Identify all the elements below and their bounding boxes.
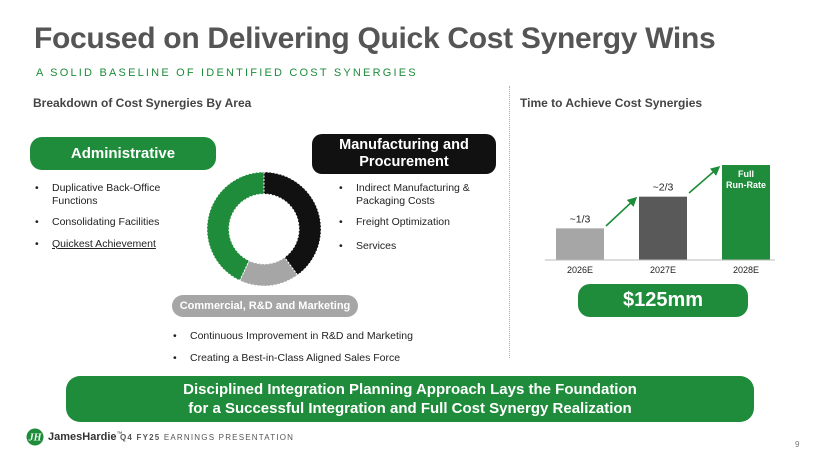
presentation-name: EARNINGS PRESENTATION bbox=[163, 433, 295, 442]
list-item: Services bbox=[334, 240, 494, 253]
time-heading: Time to Achieve Cost Synergies bbox=[520, 96, 703, 110]
x-tick-label: 2026E bbox=[567, 265, 593, 275]
donut-segment bbox=[263, 171, 322, 276]
manufacturing-list: Indirect Manufacturing & Packaging Costs… bbox=[334, 182, 494, 252]
page-number: 9 bbox=[795, 440, 800, 449]
synergy-donut-chart bbox=[206, 171, 322, 287]
commercial-list: Continuous Improvement in R&D and Market… bbox=[168, 330, 468, 364]
banner-line-1: Disciplined Integration Planning Approac… bbox=[183, 381, 637, 398]
logo-text: JamesHardie bbox=[48, 431, 117, 443]
list-item: Continuous Improvement in R&D and Market… bbox=[168, 330, 468, 343]
administrative-list: Duplicative Back-Office Functions Consol… bbox=[30, 182, 190, 250]
bar bbox=[556, 228, 604, 260]
administrative-label: Administrative bbox=[70, 145, 176, 162]
presentation-label: Q4 FY25 EARNINGS PRESENTATION bbox=[120, 433, 294, 442]
bar-value-label: ~1/3 bbox=[570, 213, 591, 225]
presentation-prefix: Q4 FY25 bbox=[120, 433, 161, 442]
company-logo: JH JamesHardie™ bbox=[26, 428, 123, 446]
logo-trademark: ™ bbox=[116, 431, 123, 438]
donut-segment bbox=[206, 171, 265, 282]
commercial-label: Commercial, R&D and Marketing bbox=[179, 300, 351, 312]
jh-logo-icon: JH bbox=[26, 428, 44, 446]
list-item: Quickest Achievement bbox=[30, 238, 190, 251]
x-tick-label: 2028E bbox=[733, 265, 759, 275]
manufacturing-label-line2: Procurement bbox=[359, 154, 449, 170]
bar-value-label: Run-Rate bbox=[726, 180, 766, 190]
list-item: Freight Optimization bbox=[334, 216, 494, 229]
total-synergy-badge: $125mm bbox=[578, 284, 748, 317]
svg-text:JH: JH bbox=[28, 433, 43, 444]
list-item: Creating a Best-in-Class Aligned Sales F… bbox=[168, 352, 468, 365]
list-item: Duplicative Back-Office Functions bbox=[30, 182, 190, 207]
administrative-pill: Administrative bbox=[30, 137, 216, 170]
banner-line-2: for a Successful Integration and Full Co… bbox=[188, 400, 632, 417]
bar bbox=[722, 165, 770, 260]
commercial-pill: Commercial, R&D and Marketing bbox=[172, 295, 358, 317]
page-title: Focused on Delivering Quick Cost Synergy… bbox=[34, 22, 716, 55]
progress-arrow-2 bbox=[688, 165, 721, 194]
bar bbox=[639, 196, 687, 260]
list-item: Consolidating Facilities bbox=[30, 216, 190, 229]
page-subtitle: A SOLID BASELINE OF IDENTIFIED COST SYNE… bbox=[36, 67, 418, 79]
section-divider bbox=[509, 86, 510, 358]
total-synergy-value: $125mm bbox=[622, 289, 704, 311]
progress-arrow-1 bbox=[605, 196, 638, 227]
x-tick-label: 2027E bbox=[650, 265, 676, 275]
manufacturing-label-line1: Manufacturing and bbox=[339, 137, 469, 153]
bar-value-label: ~2/3 bbox=[653, 182, 674, 194]
manufacturing-pill: Manufacturing and Procurement bbox=[312, 134, 496, 174]
list-item: Indirect Manufacturing & Packaging Costs bbox=[334, 182, 494, 207]
breakdown-heading: Breakdown of Cost Synergies By Area bbox=[33, 96, 252, 110]
bar-value-label: Full bbox=[738, 169, 754, 179]
footer-banner: Disciplined Integration Planning Approac… bbox=[66, 376, 754, 422]
